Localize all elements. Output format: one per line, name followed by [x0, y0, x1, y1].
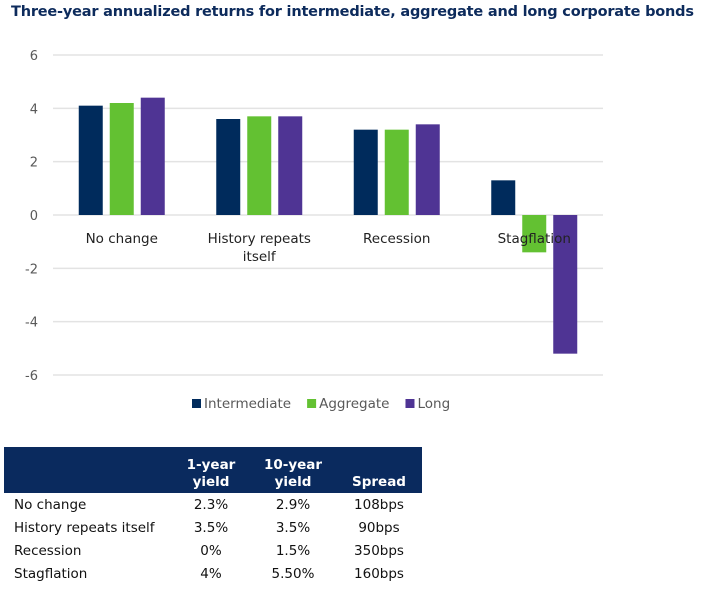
- legend-swatch-aggregate: [307, 399, 317, 408]
- x-tick-label-line: Stagflation: [498, 231, 571, 247]
- cell-spread: 350bps: [354, 542, 404, 559]
- x-tick-label: Recession: [363, 231, 430, 247]
- y-tick-label: 6: [30, 49, 38, 64]
- bar-intermediate-stagflation: [491, 180, 516, 215]
- header-line: yield: [274, 474, 312, 490]
- table-row: History repeats itself 3.5% 3.5% 90bps: [4, 516, 422, 539]
- cell-spread: 90bps: [358, 519, 400, 536]
- bar-long-history-repeats-itself: [278, 116, 303, 215]
- y-tick-label: -4: [25, 316, 38, 331]
- bar-aggregate-history-repeats-itself: [247, 116, 272, 215]
- cell-10-year-yield: 3.5%: [275, 519, 311, 536]
- bar-long-stagflation: [553, 215, 578, 354]
- cell-spread: 108bps: [354, 496, 404, 513]
- legend-swatch-intermediate: [192, 399, 201, 408]
- bar-chart: 6 4 2 0 -2 -4 -6 No change History repeats itsel…: [25, 49, 603, 412]
- chart-title: Three-year annualized returns for interm…: [11, 4, 694, 20]
- cell-1-year-yield: 0%: [200, 542, 222, 559]
- cell-scenario: Stagflation: [14, 565, 88, 582]
- header-1-year-yield: 1-year yield: [172, 447, 250, 493]
- header-line: 10-year: [263, 457, 323, 473]
- gridlines: [53, 54, 603, 376]
- table-header-row: 1-year yield 10-year yield Spread: [4, 447, 422, 493]
- y-tick-label: -6: [25, 369, 38, 384]
- y-tick-label: 4: [30, 102, 38, 117]
- legend-swatch-long: [405, 399, 415, 408]
- table-row: Recession 0% 1.5% 350bps: [4, 539, 422, 562]
- legend-label-intermediate: Intermediate: [204, 396, 291, 412]
- cell-1-year-yield: 4%: [200, 565, 222, 582]
- yield-table: 1-year yield 10-year yield Spread No chang…: [4, 447, 422, 585]
- y-tick-label: 0: [30, 209, 38, 224]
- x-tick-label: History repeats itself: [208, 231, 311, 265]
- x-tick-label: Stagflation: [498, 231, 571, 247]
- table-row: Stagflation 4% 5.50% 160bps: [4, 562, 422, 585]
- header-line: Spread: [352, 474, 406, 490]
- bar-long-no-change: [140, 97, 165, 215]
- y-tick-label: 2: [30, 156, 38, 171]
- x-tick-label-line: itself: [243, 249, 277, 265]
- bar-intermediate-no-change: [78, 105, 103, 215]
- x-tick-label-line: History repeats: [208, 231, 311, 247]
- legend: Intermediate Aggregate Long: [192, 396, 450, 412]
- bar-intermediate-recession: [353, 129, 378, 215]
- bars: [78, 97, 578, 354]
- cell-10-year-yield: 1.5%: [275, 542, 311, 559]
- x-tick-label: No change: [86, 231, 158, 247]
- header-scenario: [4, 447, 172, 493]
- y-axis-ticks: 6 4 2 0 -2 -4 -6: [25, 49, 38, 384]
- bar-long-recession: [415, 124, 440, 215]
- cell-scenario: History repeats itself: [14, 519, 155, 536]
- x-tick-label-line: No change: [86, 231, 158, 247]
- cell-scenario: No change: [14, 496, 87, 513]
- header-line: 1-year: [186, 457, 236, 473]
- cell-10-year-yield: 2.9%: [275, 496, 311, 513]
- header-10-year-yield: 10-year yield: [250, 447, 336, 493]
- cell-spread: 160bps: [354, 565, 404, 582]
- bar-aggregate-stagflation: [522, 215, 547, 253]
- header-spread: Spread: [336, 447, 422, 493]
- bar-aggregate-no-change: [109, 103, 134, 215]
- cell-1-year-yield: 3.5%: [193, 519, 229, 536]
- cell-1-year-yield: 2.3%: [193, 496, 229, 513]
- bar-intermediate-history-repeats-itself: [216, 119, 241, 215]
- legend-label-aggregate: Aggregate: [319, 396, 389, 412]
- yield-table-container: 1-year yield 10-year yield Spread No chang…: [4, 447, 422, 585]
- header-line: yield: [192, 474, 230, 490]
- cell-scenario: Recession: [14, 542, 82, 559]
- legend-label-long: Long: [417, 396, 450, 412]
- x-tick-label-line: Recession: [363, 231, 430, 247]
- bar-aggregate-recession: [384, 129, 409, 215]
- x-axis-labels: No change History repeats itself Recession S…: [86, 231, 571, 265]
- table-row: No change 2.3% 2.9% 108bps: [4, 493, 422, 516]
- y-tick-label: -2: [25, 262, 38, 277]
- cell-10-year-yield: 5.50%: [271, 565, 315, 582]
